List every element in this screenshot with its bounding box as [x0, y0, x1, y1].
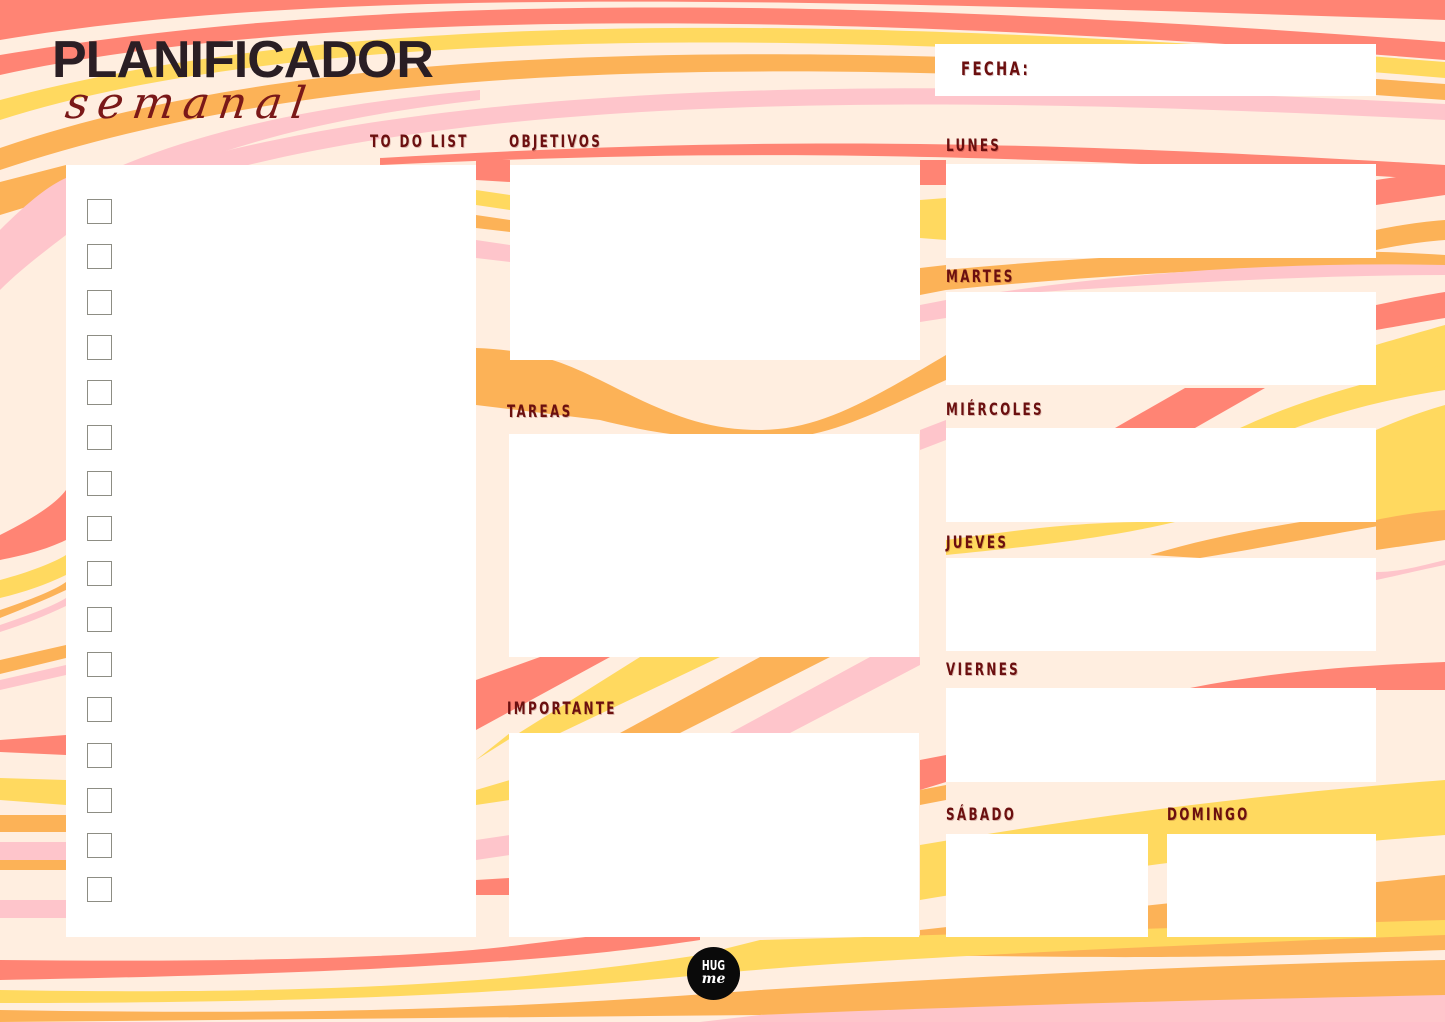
day-label-martes: MARTES: [946, 267, 1015, 287]
todo-checkbox[interactable]: [87, 425, 112, 450]
todo-checkbox[interactable]: [87, 743, 112, 768]
date-field[interactable]: FECHA:: [935, 44, 1376, 96]
logo-line1: HUG: [701, 959, 726, 974]
objetivos-field[interactable]: [510, 165, 920, 360]
todo-checkbox[interactable]: [87, 652, 112, 677]
day-label-jueves: JUEVES: [946, 533, 1009, 553]
day-field-lunes[interactable]: [946, 164, 1376, 258]
todo-checkbox[interactable]: [87, 199, 112, 224]
todo-checkbox[interactable]: [87, 471, 112, 496]
day-label-lunes: LUNES: [946, 136, 1002, 156]
todo-checkbox[interactable]: [87, 380, 112, 405]
todo-list-panel: [66, 165, 476, 937]
todo-checkbox[interactable]: [87, 335, 112, 360]
todo-heading: TO DO LIST: [370, 132, 469, 152]
objetivos-heading: OBJETIVOS: [509, 132, 603, 152]
day-field-miercoles[interactable]: [946, 428, 1376, 522]
day-field-sabado[interactable]: [946, 834, 1148, 937]
logo-line2: me: [701, 971, 726, 987]
tareas-field[interactable]: [509, 434, 919, 657]
day-label-miercoles: MIÉRCOLES: [946, 400, 1044, 420]
day-field-jueves[interactable]: [946, 558, 1376, 651]
page-subtitle: semanal: [62, 78, 318, 129]
todo-checkbox[interactable]: [87, 788, 112, 813]
importante-heading: IMPORTANTE: [507, 699, 617, 719]
day-field-viernes[interactable]: [946, 688, 1376, 782]
todo-checkbox[interactable]: [87, 516, 112, 541]
todo-checkbox[interactable]: [87, 877, 112, 902]
tareas-heading: TAREAS: [507, 402, 573, 422]
day-label-viernes: VIERNES: [946, 660, 1021, 680]
todo-checkbox[interactable]: [87, 833, 112, 858]
date-label: FECHA:: [961, 58, 1031, 80]
day-field-domingo[interactable]: [1167, 834, 1376, 937]
todo-checkbox[interactable]: [87, 561, 112, 586]
importante-field[interactable]: [509, 733, 919, 937]
day-label-sabado: SÁBADO: [946, 805, 1017, 825]
todo-checkbox[interactable]: [87, 697, 112, 722]
hug-me-logo: HUG me: [687, 947, 740, 1000]
todo-checkbox[interactable]: [87, 244, 112, 269]
day-label-domingo: DOMINGO: [1167, 805, 1250, 825]
todo-checkbox[interactable]: [87, 290, 112, 315]
day-field-martes[interactable]: [946, 292, 1376, 385]
page-title: PLANIFICADOR: [52, 31, 434, 89]
todo-checkbox[interactable]: [87, 607, 112, 632]
